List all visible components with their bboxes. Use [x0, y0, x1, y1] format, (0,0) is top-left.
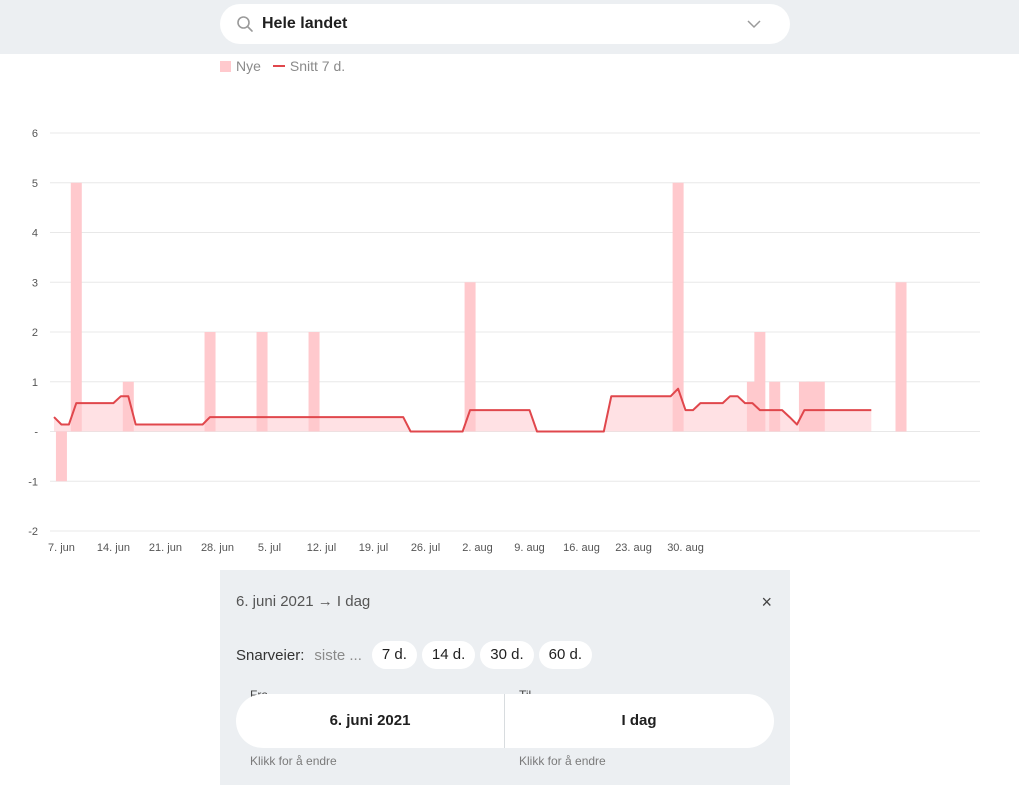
x-tick-label: 7. jun: [48, 542, 75, 554]
x-tick-label: 19. jul: [359, 542, 388, 554]
x-tick-label: 12. jul: [307, 542, 336, 554]
x-tick-label: 2. aug: [462, 542, 493, 554]
bar: [798, 381, 810, 432]
y-tick-label: -1: [28, 476, 38, 488]
x-tick-label: 14. jun: [97, 542, 130, 554]
x-tick-label: 30. aug: [667, 542, 704, 554]
shortcut-7d-button[interactable]: 7 d.: [371, 641, 417, 669]
bar: [895, 282, 907, 432]
top-bar: Hele landet: [0, 0, 1019, 54]
y-tick-label: 3: [32, 277, 38, 289]
bar: [813, 381, 825, 432]
bar: [672, 182, 684, 432]
y-tick-label: -2: [28, 526, 38, 538]
to-date-field[interactable]: I dag: [621, 712, 657, 729]
y-tick-label: 1: [32, 377, 38, 389]
x-tick-label: 9. aug: [514, 542, 545, 554]
bar: [806, 381, 818, 432]
chevron-down-icon[interactable]: [746, 16, 762, 32]
bar: [754, 332, 766, 432]
bar: [464, 282, 476, 432]
x-tick-label: 5. jul: [258, 542, 281, 554]
y-tick-label: 2: [32, 327, 38, 339]
bar: [769, 381, 781, 432]
legend-bar-swatch: [220, 60, 231, 72]
bar: [256, 332, 268, 432]
shortcuts-prefix: siste ...: [314, 646, 362, 664]
shortcut-14d-button[interactable]: 14 d.: [421, 641, 476, 669]
bar: [308, 332, 320, 432]
region-select[interactable]: Hele landet: [220, 4, 790, 44]
search-icon: [237, 16, 253, 32]
date-range-text: 6. juni 2021 → I dag: [236, 593, 371, 610]
average-line: [53, 387, 872, 433]
legend-bar-label: Nye: [236, 58, 261, 74]
shortcut-60d-button[interactable]: 60 d.: [538, 641, 593, 669]
cases-chart: 6 5 4 3 2 1 - -1 -2 7. jun 14. jun 21. jun 28. jun 5.…: [28, 128, 980, 554]
chart-legend: Nye Snitt 7 d.: [220, 58, 345, 74]
x-tick-label: 21. jun: [149, 542, 182, 554]
y-tick-label: 5: [32, 178, 38, 190]
x-tick-label: 23. aug: [615, 542, 652, 554]
bar: [55, 431, 67, 482]
date-range-panel: 6. juni 2021 → I dag × Snarveier: siste …: [220, 570, 790, 785]
date-divider: [504, 694, 505, 748]
from-date-field[interactable]: 6. juni 2021: [329, 712, 411, 729]
legend-line-swatch: [272, 65, 285, 67]
x-tick-label: 28. jun: [201, 542, 234, 554]
shortcuts-row: Snarveier: siste ... 7 d. 14 d. 30 d. 60…: [236, 641, 597, 669]
date-inputs: 6. juni 2021 I dag: [236, 694, 774, 748]
legend-line-label: Snitt 7 d.: [289, 58, 346, 74]
y-tick-label: -: [34, 427, 38, 439]
y-tick-label: 6: [32, 128, 38, 140]
shortcuts-label: Snarveier:: [236, 646, 305, 664]
y-tick-label: 4: [32, 228, 38, 240]
close-icon[interactable]: ×: [761, 592, 772, 612]
average-area: [54, 388, 872, 432]
x-tick-label: 16. aug: [563, 542, 600, 554]
region-value: Hele landet: [262, 15, 348, 32]
bar: [70, 182, 82, 432]
from-hint: Klikk for å endre: [250, 754, 337, 768]
shortcut-30d-button[interactable]: 30 d.: [480, 641, 534, 669]
x-tick-label: 26. jul: [411, 542, 440, 554]
to-hint: Klikk for å endre: [519, 754, 606, 768]
bar: [204, 332, 216, 432]
